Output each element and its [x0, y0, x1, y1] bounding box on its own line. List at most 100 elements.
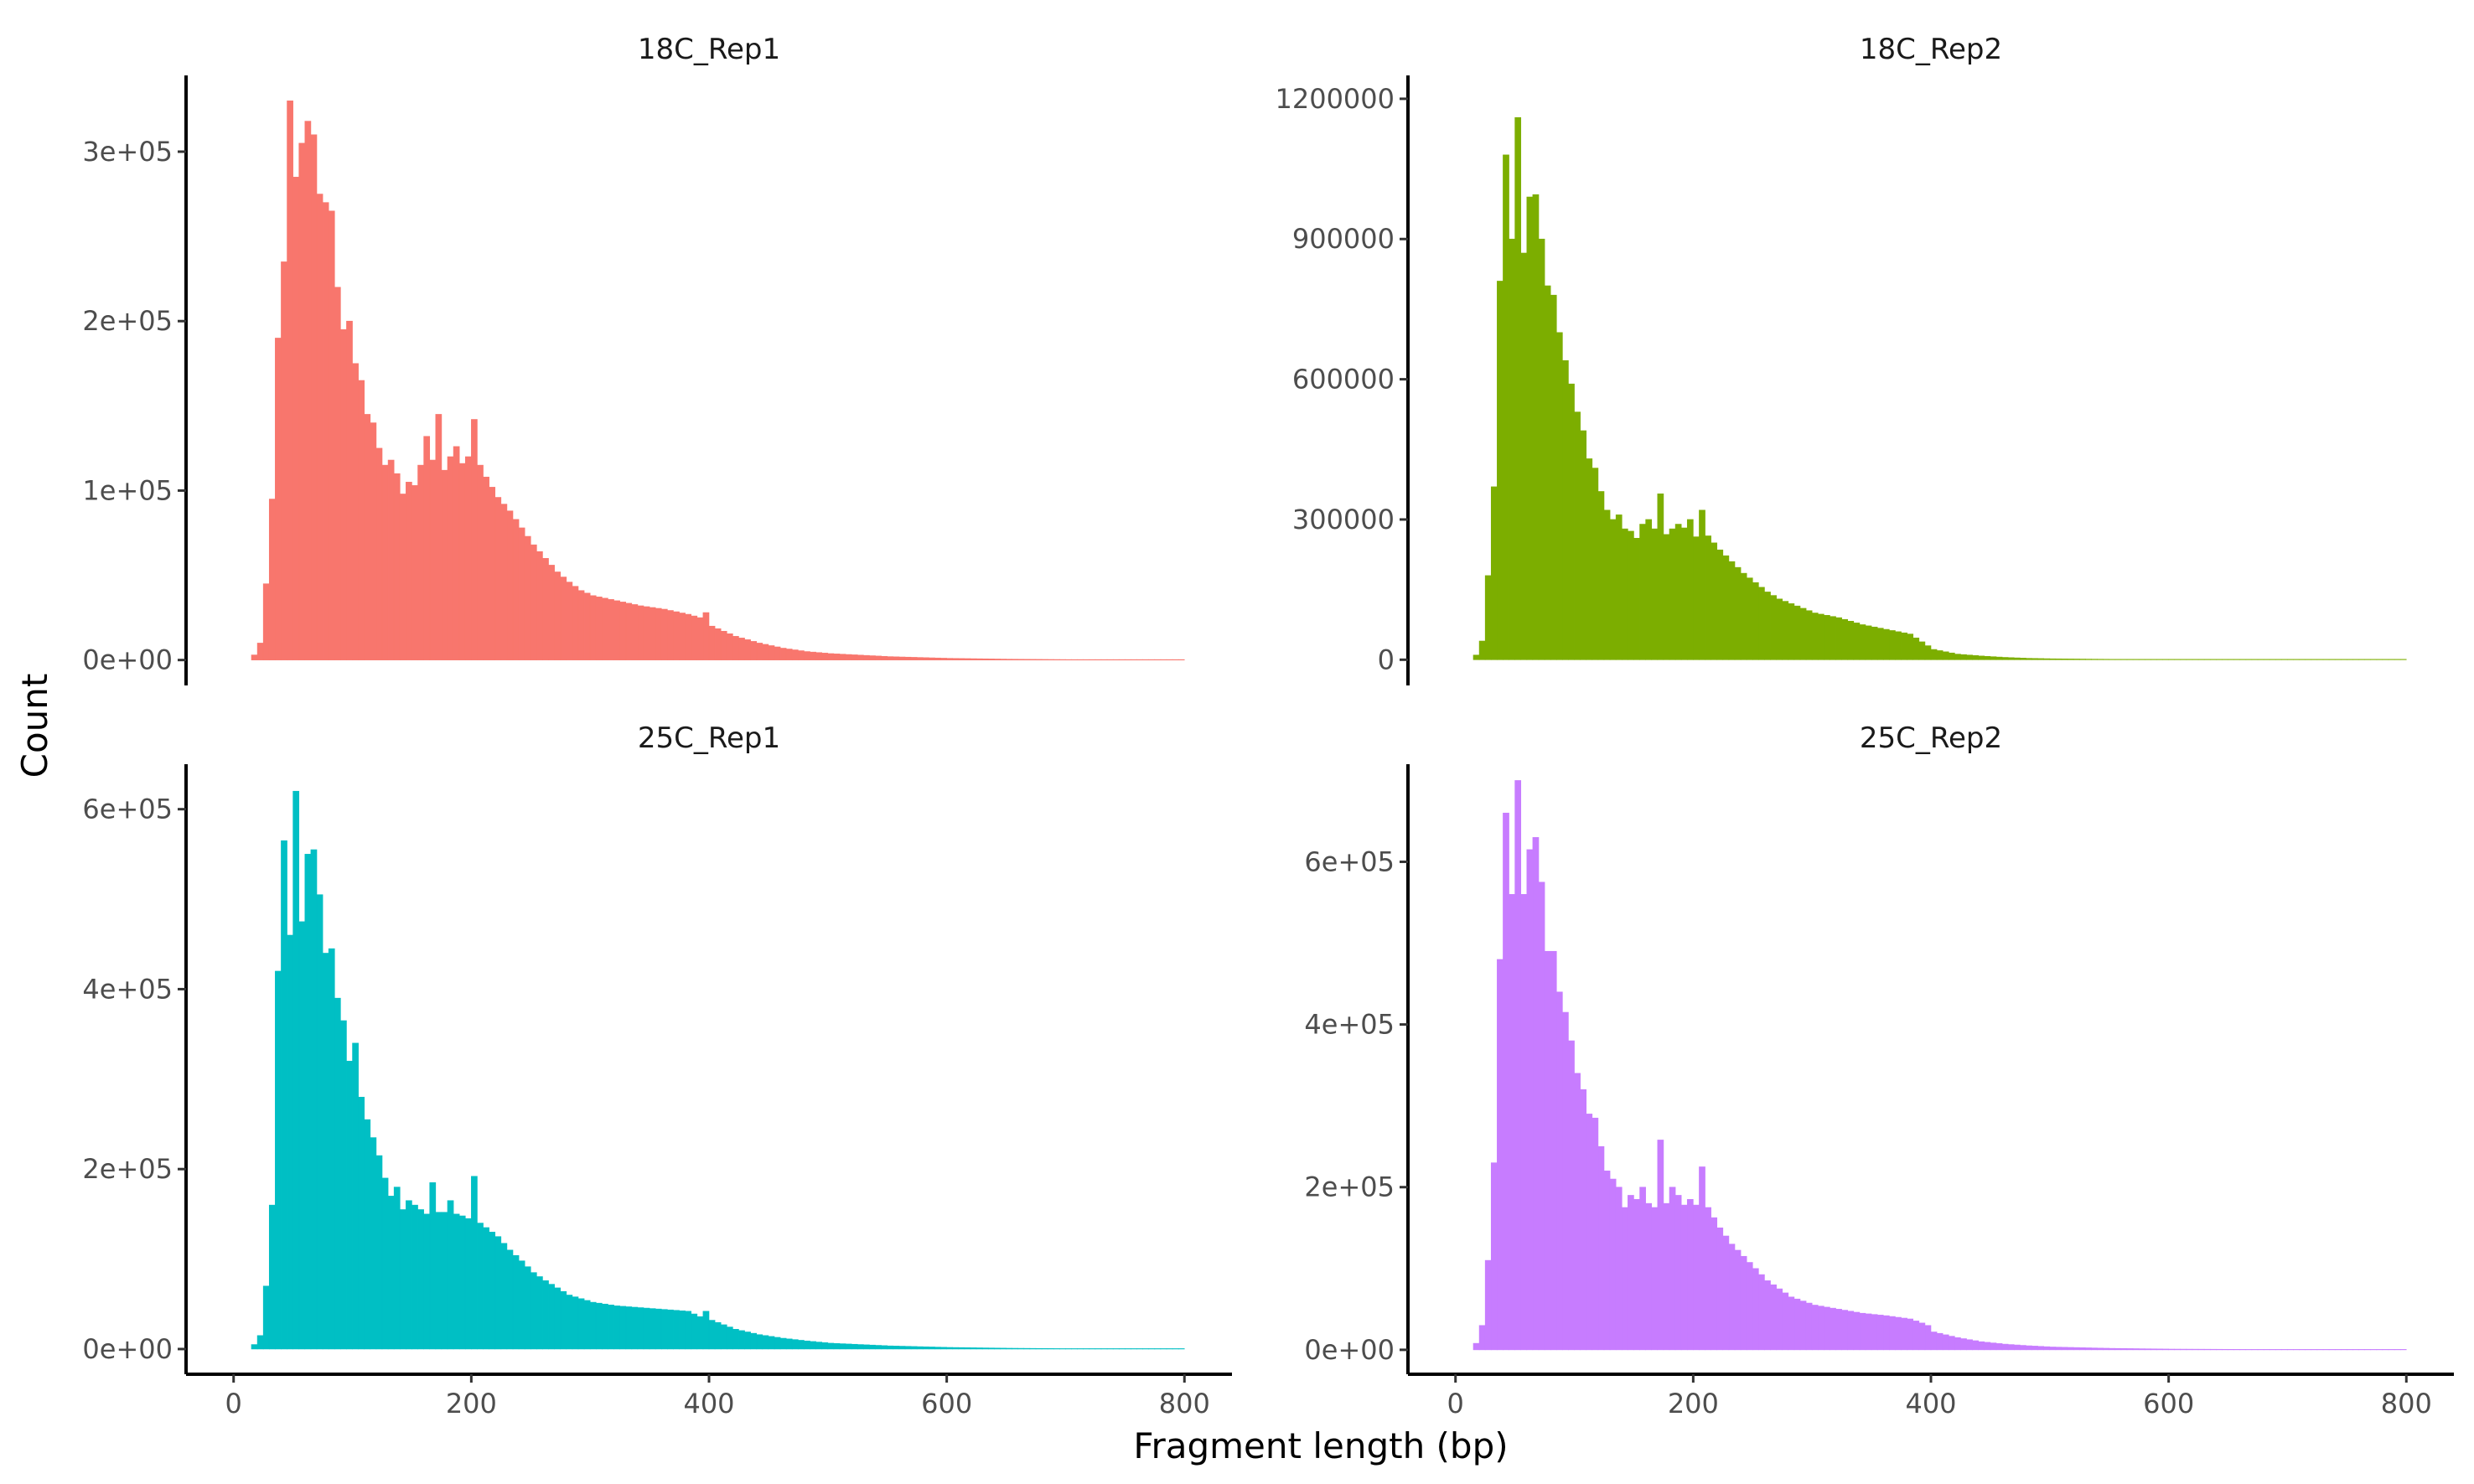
histogram-bar	[2394, 659, 2401, 660]
histogram-bar	[1895, 631, 1902, 660]
histogram-bar	[1526, 849, 1534, 1351]
histogram-bar	[589, 1301, 597, 1350]
histogram-bar	[1520, 252, 1528, 660]
histogram-bar	[2031, 1346, 2038, 1351]
histogram-bar	[1918, 641, 1926, 660]
histogram-bar	[1817, 613, 1824, 660]
histogram-bar	[292, 790, 300, 1350]
histogram-bar	[441, 1212, 448, 1350]
histogram-bar	[1645, 1202, 1653, 1351]
histogram-bar	[714, 628, 722, 660]
histogram-bar	[744, 639, 751, 660]
histogram-bar	[358, 1096, 365, 1350]
histogram-bar	[1793, 1298, 1801, 1351]
y-tick-label: 3e+05	[82, 136, 173, 168]
histogram-bars	[251, 101, 1185, 660]
y-tick-label: 2e+05	[82, 1153, 173, 1185]
histogram-bar	[2322, 1349, 2330, 1351]
histogram-bar	[613, 1306, 620, 1350]
histogram-bar	[821, 653, 829, 660]
histogram-bar	[1966, 1339, 1973, 1351]
histogram-bar	[791, 1339, 799, 1350]
histogram-bar	[1023, 659, 1031, 660]
histogram-bar	[1592, 468, 1599, 660]
histogram-bar	[393, 1187, 401, 1350]
histogram-bar	[477, 1223, 484, 1350]
histogram-bar	[708, 625, 716, 660]
histogram-bar	[1526, 196, 1534, 660]
histogram-bar	[1497, 959, 1504, 1351]
histogram-bar	[1693, 536, 1700, 660]
histogram-bar	[554, 571, 562, 660]
histogram-bar	[1628, 530, 1634, 660]
histogram-bar	[536, 1276, 543, 1350]
histogram-bar	[1580, 430, 1587, 660]
histogram-bar	[1853, 1311, 1861, 1351]
histogram-bar	[946, 1347, 954, 1350]
histogram-bar	[845, 654, 852, 660]
histogram-bar	[667, 1309, 674, 1350]
histogram-bars	[1472, 116, 2407, 660]
histogram-bar	[2239, 659, 2247, 660]
histogram-bar	[1532, 194, 1540, 660]
histogram-bar	[2281, 659, 2288, 660]
histogram-bar	[2382, 659, 2389, 660]
histogram-bar	[1776, 1288, 1783, 1351]
histogram-bar	[685, 1311, 692, 1350]
histogram-bar	[1930, 1331, 1938, 1351]
histogram-bar	[1699, 1166, 1705, 1351]
histogram-bar	[1112, 659, 1120, 660]
histogram-bar	[1948, 652, 1955, 660]
histogram-bar	[1960, 654, 1967, 660]
y-tick-label: 900000	[1292, 223, 1395, 255]
histogram-bar	[2138, 1348, 2145, 1351]
histogram-bar	[268, 499, 276, 660]
histogram-bar	[577, 590, 585, 660]
histogram-bar	[2216, 659, 2223, 660]
histogram-bar	[1722, 555, 1730, 660]
histogram-bar	[1752, 1268, 1759, 1351]
histogram-bar	[1172, 1348, 1179, 1350]
histogram-bar	[696, 1316, 704, 1350]
histogram-bar	[1006, 1347, 1012, 1350]
histogram-bar	[1532, 837, 1540, 1351]
histogram-bar	[2091, 1347, 2098, 1351]
histogram-bar	[2156, 1348, 2163, 1351]
histogram-bar	[268, 1204, 276, 1350]
histogram-bar	[922, 657, 929, 660]
x-tick-label: 800	[1159, 1388, 1210, 1419]
histogram-bar	[524, 1266, 531, 1350]
y-tick-label: 4e+05	[1304, 1009, 1395, 1041]
histogram-bar	[1693, 1204, 1700, 1351]
histogram-bar	[1166, 659, 1173, 660]
histogram-bar	[2222, 1348, 2228, 1351]
histogram-bar	[2251, 1349, 2259, 1351]
histogram-bar	[660, 608, 668, 660]
histogram-bar	[1089, 1348, 1096, 1350]
histogram-bar	[602, 597, 608, 660]
histogram-bar	[1509, 894, 1515, 1351]
histogram-bar	[893, 656, 900, 660]
histogram-bar	[1490, 1162, 1498, 1351]
histogram-bar	[2281, 1349, 2288, 1351]
histogram-bar	[1071, 659, 1078, 660]
histogram-bar	[2388, 659, 2395, 660]
y-tick-label: 0e+00	[1304, 1334, 1395, 1366]
histogram-bar	[2151, 659, 2157, 660]
histogram-bar	[673, 611, 680, 660]
histogram-bar	[1083, 659, 1090, 660]
histogram-bar	[750, 1332, 758, 1350]
histogram-bar	[500, 504, 508, 660]
histogram-bar	[1924, 645, 1932, 660]
histogram-bar	[810, 651, 816, 660]
histogram-bar	[987, 1347, 995, 1350]
histogram-bar	[2192, 659, 2199, 660]
histogram-bar	[1125, 1348, 1131, 1350]
histogram-bar	[2370, 1349, 2378, 1351]
histogram-bar	[981, 1347, 989, 1350]
histogram-bar	[346, 320, 353, 660]
histogram-bar	[619, 1306, 627, 1350]
histogram-bar	[2316, 1349, 2324, 1351]
histogram-bar	[364, 1119, 371, 1350]
histogram-bar	[1651, 528, 1659, 660]
